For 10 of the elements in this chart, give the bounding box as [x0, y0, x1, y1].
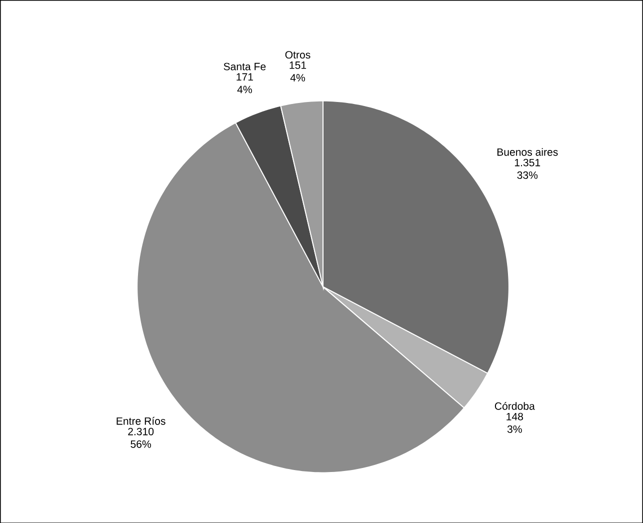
slice-label: Otros: [285, 50, 310, 58]
data-label: 1.351 33%: [514, 158, 540, 179]
data-label: 171 4%: [236, 73, 253, 93]
slice-label: Santa Fe: [224, 62, 266, 70]
slice-label: Buenos aires: [497, 148, 558, 156]
slice-label: Entre Ríos: [116, 416, 166, 425]
data-label: 148 3%: [506, 412, 523, 433]
data-label: 151 4%: [290, 61, 306, 82]
data-label: 2.310 56%: [128, 428, 154, 448]
slice-label: Córdoba: [494, 402, 535, 410]
